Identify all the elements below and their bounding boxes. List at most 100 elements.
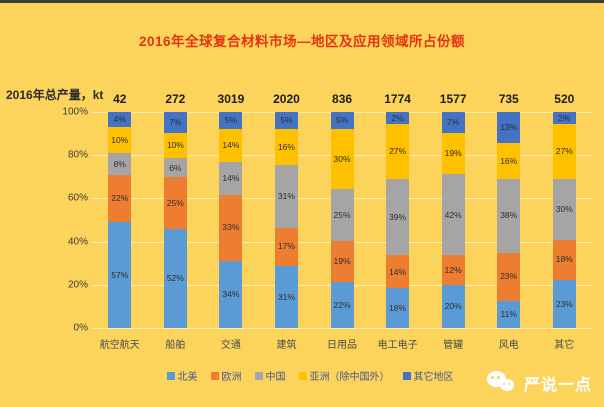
bar-segment: 6% [163, 158, 187, 178]
stacked-bar: 13% 16% 38% 23% 11% [497, 112, 521, 328]
bar-segment: 5% [219, 112, 243, 130]
legend-item: 中国 [254, 368, 286, 383]
bar-segment: 4% [108, 112, 132, 128]
bar-segment: 12% [441, 255, 465, 285]
bar-total-value: 1774 [384, 92, 411, 106]
bar-slot-5: 5% 30% 25% 19% 22% [314, 112, 370, 329]
bar-segment: 2% [386, 112, 410, 124]
bar-segment: 16% [497, 142, 521, 179]
y-tick-label: 20% [67, 279, 88, 291]
bar-total-value: 735 [498, 92, 519, 106]
plot-area: 4% 10% 8% 22% 57% 7% 10% 6% 25% 52% 5% 14% 14% 33% 34%… [92, 112, 593, 329]
bar-segment: 25% [163, 177, 187, 230]
bar-segment: 42% [441, 174, 465, 256]
bar-total-value: 3019 [217, 92, 245, 106]
bar-segment: 30% [330, 129, 354, 190]
stacked-bar: 2% 27% 39% 14% 18% [386, 112, 410, 329]
bar-segment: 19% [330, 240, 354, 282]
bar-segment: 7% [441, 112, 465, 133]
bar-total-value: 520 [554, 92, 575, 106]
top-border-strip [0, 0, 604, 3]
bar-segment: 5% [330, 112, 354, 130]
chart-title: 2016年全球复合材料市场—地区及应用领域所占份额 [138, 34, 466, 49]
bar-segment: 10% [108, 127, 132, 154]
x-axis-label: 交通 [220, 340, 241, 351]
bar-segment: 39% [386, 179, 410, 256]
y-tick-label: 60% [67, 192, 88, 204]
bar-segment: 14% [219, 161, 243, 195]
legend-swatch-icon [210, 371, 219, 380]
y-tick-label: 100% [62, 106, 88, 118]
brand-name: 严说一点 [523, 377, 592, 394]
y-tick-label: 0% [73, 322, 88, 334]
bar-total-value: 2020 [273, 92, 300, 106]
bar-slot-2: 7% 10% 6% 25% 52% [148, 112, 204, 328]
bar-segment: 25% [330, 189, 354, 241]
bar-segment: 22% [108, 175, 132, 222]
bar-segment: 18% [386, 288, 410, 329]
bar-segment: 23% [497, 252, 521, 301]
bar-segment: 13% [497, 112, 521, 143]
bar-segment: 31% [274, 265, 298, 328]
bar-segment: 14% [386, 255, 410, 289]
legend-item: 北美 [166, 368, 198, 383]
bar-slot-6: 2% 27% 39% 14% 18% [370, 112, 426, 329]
bar-slot-7: 7% 19% 42% 12% 20% [425, 112, 481, 328]
bar-segment: 27% [552, 123, 576, 180]
x-axis-label: 管罐 [443, 340, 464, 351]
stacked-bar: 7% 10% 6% 25% 52% [163, 112, 187, 328]
stacked-bar: 7% 19% 42% 12% 20% [441, 112, 465, 328]
x-axis-label: 日用品 [327, 340, 358, 351]
bar-segment: 14% [219, 129, 243, 162]
bar-segment: 20% [441, 284, 465, 328]
legend-label: 欧洲 [221, 372, 242, 383]
legend-swatch-icon [254, 371, 263, 380]
bar-segment: 22% [330, 281, 354, 329]
bar-segment: 8% [108, 153, 132, 176]
x-axis-label: 航空航天 [99, 340, 140, 351]
x-axis-label: 风电 [498, 340, 519, 351]
y-tick-label: 40% [67, 236, 88, 248]
y-tick-label: 80% [67, 149, 88, 161]
stacked-bar: 5% 16% 31% 17% 31% [274, 112, 298, 328]
bar-segment: 27% [386, 123, 410, 180]
bar-segment: 57% [108, 221, 132, 329]
bar-slot-8: 13% 16% 38% 23% 11% [481, 112, 537, 328]
x-axis-label: 其它 [554, 340, 575, 351]
stacked-bar: 4% 10% 8% 22% 57% [108, 112, 132, 329]
bar-slot-4: 5% 16% 31% 17% 31% [259, 112, 315, 328]
bar-segment: 19% [441, 132, 465, 175]
bar-total-value: 42 [113, 92, 127, 106]
bar-segment: 11% [497, 300, 521, 328]
legend-label: 其它地区 [413, 372, 454, 383]
bar-slot-3: 5% 14% 14% 33% 34% [203, 112, 259, 328]
bar-total-value: 836 [332, 92, 353, 106]
bar-segment: 34% [219, 260, 243, 328]
wechat-bubble-small [499, 379, 514, 391]
bar-segment: 31% [274, 165, 298, 228]
brand-watermark: 严说一点 [486, 371, 592, 395]
bar-segment: 23% [552, 279, 576, 328]
stacked-bar: 2% 27% 30% 18% 23% [552, 112, 576, 328]
legend-swatch-icon [298, 371, 307, 380]
legend-label: 中国 [265, 372, 286, 383]
legend-item: 亚洲（除中国外） [298, 368, 390, 383]
bar-segment: 52% [163, 229, 187, 328]
bar-segment: 17% [274, 227, 298, 266]
legend-swatch-icon [402, 371, 411, 380]
stacked-bar: 5% 14% 14% 33% 34% [219, 112, 243, 328]
bar-slot-9: 2% 27% 30% 18% 23% [537, 112, 593, 328]
bar-totals-row: 42 272 3019 2020 836 1774 1577 735 520 [92, 92, 592, 106]
bar-segment: 2% [552, 112, 576, 124]
bar-slot-1: 4% 10% 8% 22% 57% [92, 112, 148, 329]
gridline [92, 328, 592, 329]
x-axis-label: 船舶 [165, 340, 186, 351]
legend-label: 北美 [177, 372, 198, 383]
x-axis-label: 建筑 [276, 340, 297, 351]
stacked-bar: 5% 30% 25% 19% 22% [330, 112, 354, 329]
bar-segment: 18% [552, 239, 576, 280]
x-axis-label: 电工电子 [377, 340, 418, 351]
legend-item: 欧洲 [210, 368, 242, 383]
bar-segment: 10% [163, 132, 187, 159]
wechat-icon [486, 371, 517, 395]
